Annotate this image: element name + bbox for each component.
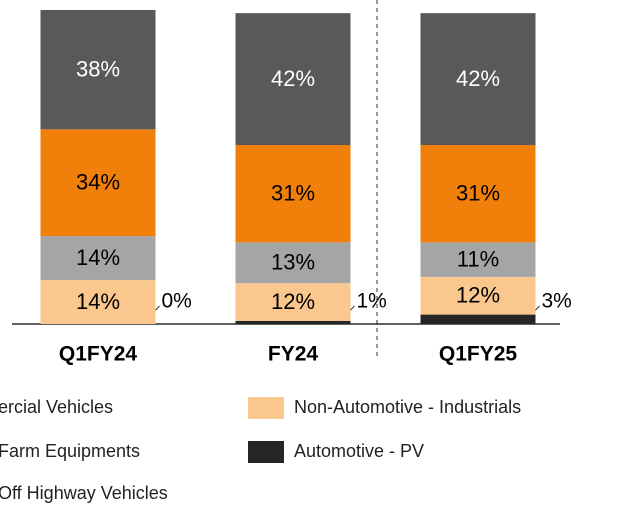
value-label: 1% [357, 290, 387, 313]
value-label: 14% [76, 289, 120, 314]
category-label: Q1FY24 [59, 343, 138, 366]
value-label: 12% [271, 289, 315, 314]
legend-swatch [248, 441, 284, 463]
value-label: 0% [162, 290, 192, 313]
value-label: 42% [271, 66, 315, 91]
legend-label: ercial Vehicles [0, 397, 113, 417]
bar-segment [420, 13, 536, 146]
bar-segment [40, 280, 156, 324]
bar-segment [40, 129, 156, 237]
value-label: 13% [271, 250, 315, 275]
bar-segment [420, 314, 536, 324]
bar-segment [420, 276, 536, 315]
category-label: Q1FY25 [439, 343, 518, 366]
bar-segment [235, 320, 351, 324]
bar-segment [40, 236, 156, 281]
value-label: 38% [76, 56, 120, 81]
bar-segment [235, 145, 351, 243]
legend-label: Farm Equipments [0, 441, 140, 461]
value-label: 11% [457, 246, 499, 271]
value-label: 31% [271, 181, 315, 206]
value-label: 31% [456, 181, 500, 206]
bar-segment [235, 283, 351, 321]
legend-label: Off Highway Vehicles [0, 483, 168, 503]
legend-swatch [248, 397, 284, 419]
bar-segment [420, 242, 536, 277]
category-label: FY24 [268, 343, 319, 366]
value-label: 34% [76, 170, 120, 195]
bar-segment [420, 145, 536, 243]
legend-label: Automotive - PV [294, 441, 424, 461]
value-label: 12% [456, 283, 500, 308]
legend-label: Non-Automotive - Industrials [294, 397, 521, 417]
bar-segment [40, 10, 156, 130]
value-label: 14% [76, 245, 120, 270]
bar-segment [235, 242, 351, 284]
value-label: 42% [456, 66, 500, 91]
bar-segment [235, 13, 351, 146]
value-label: 3% [542, 290, 572, 313]
